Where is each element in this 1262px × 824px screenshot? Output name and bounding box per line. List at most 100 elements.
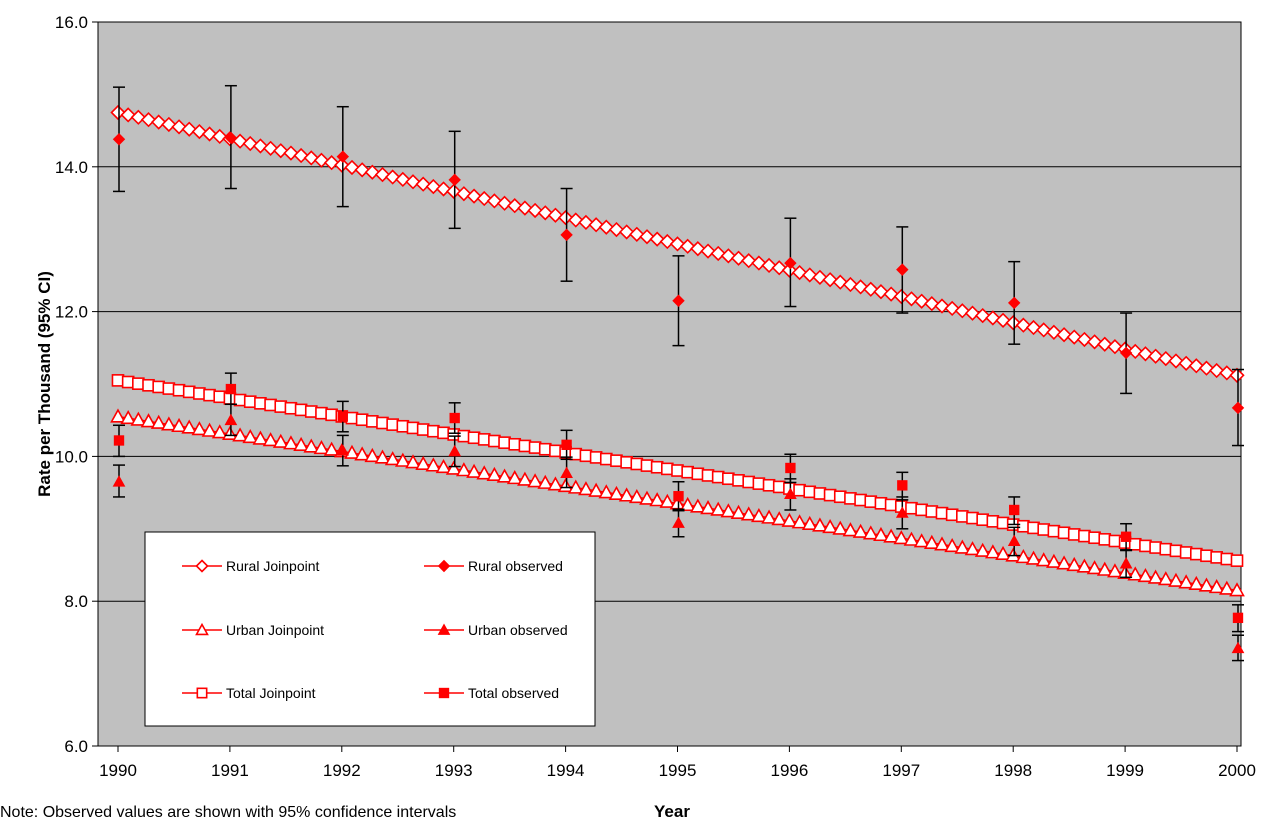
x-axis-ticks: 1990 1991 1992 1993 1994 1995 1996 1997 1998 1999… [99, 746, 1256, 780]
joinpoint-marker [649, 231, 665, 247]
joinpoint-marker [161, 116, 177, 133]
observed-point [448, 444, 462, 457]
joinpoint-marker [557, 477, 574, 493]
joinpoint-marker [568, 212, 584, 228]
joinpoint-marker [618, 487, 635, 502]
legend-entry: Urban Joinpoint [182, 622, 324, 638]
joinpoint-marker [1157, 571, 1174, 586]
joinpoint-marker [242, 135, 258, 152]
joinpoint-marker [334, 157, 350, 173]
joinpoint-marker [1188, 575, 1205, 591]
joinpoint-marker [283, 435, 299, 450]
joinpoint-marker [812, 269, 828, 285]
joinpoint-marker [1097, 336, 1113, 352]
joinpoint-marker [974, 542, 991, 557]
joinpoint-marker [720, 503, 737, 518]
observed-series [113, 372, 1244, 633]
observed-point [561, 439, 572, 450]
joinpoint-marker [364, 447, 381, 463]
x-tick-label: 1998 [994, 761, 1032, 780]
y-tick-label: 16.0 [55, 13, 88, 32]
joinpoint-marker [313, 152, 330, 168]
joinpoint-marker [995, 312, 1011, 328]
legend-marker [437, 623, 451, 635]
joinpoint-marker [445, 460, 462, 475]
joinpoint-marker [862, 525, 879, 540]
legend-entry: Urban observed [424, 622, 568, 638]
joinpoint-marker [1198, 577, 1215, 592]
joinpoint-marker [852, 279, 869, 295]
joinpoint-marker [690, 241, 706, 257]
joinpoint-marker [628, 488, 645, 504]
legend-entry: Rural observed [424, 558, 563, 574]
x-tick-label: 1992 [323, 761, 361, 780]
y-tick-label: 12.0 [55, 303, 88, 322]
joinpoint-marker [425, 178, 441, 195]
observed-point [672, 516, 685, 528]
joinpoint-marker [781, 512, 798, 527]
joinpoint-marker [639, 229, 655, 245]
joinpoint-marker [385, 169, 401, 185]
joinpoint-marker [374, 449, 391, 464]
joinpoint-marker [1208, 579, 1225, 594]
observed-point [224, 413, 238, 426]
joinpoint-marker [944, 300, 960, 317]
joinpoint-marker [761, 257, 777, 274]
joinpoint-marker [791, 264, 808, 281]
observed-points [112, 84, 1245, 662]
observed-point [560, 228, 573, 242]
joinpoint-marker [578, 481, 594, 496]
joinpoint-marker [415, 455, 432, 470]
joinpoint-marker [842, 276, 859, 293]
joinpoint-marker [649, 492, 666, 507]
joinpoint-marker [863, 281, 879, 297]
joinpoint-marker [883, 528, 899, 543]
joinpoint-marker [1015, 549, 1032, 564]
joinpoint-marker [1209, 362, 1225, 379]
joinpoint-marker [893, 530, 910, 545]
observed-point [785, 462, 796, 474]
joinpoint-marker [893, 288, 909, 305]
legend-entry: Total observed [424, 685, 559, 701]
joinpoint-marker [1005, 315, 1021, 331]
joinpoint-marker [944, 537, 961, 553]
joinpoint-marker [975, 307, 991, 324]
joinpoint-marker [700, 500, 716, 515]
observed-point [1119, 346, 1133, 360]
joinpoint-marker [415, 176, 431, 192]
legend-marker [438, 687, 450, 699]
joinpoint-marker [629, 226, 645, 242]
observed-point [1009, 504, 1020, 516]
x-axis-title: Year [654, 802, 690, 821]
joinpoint-marker [476, 190, 492, 207]
joinpoint-marker [130, 411, 147, 426]
joinpoint-marker [425, 457, 442, 472]
observed-point [337, 411, 348, 422]
x-tick-label: 1996 [770, 761, 808, 780]
joinpoint-marker [456, 186, 472, 202]
joinpoint-marker [313, 440, 330, 455]
joinpoint-marker [1178, 355, 1194, 371]
joinpoint-marker [303, 150, 319, 166]
joinpoint-marker [761, 509, 777, 524]
joinpoint-marker [211, 424, 228, 439]
joinpoint-marker [1158, 350, 1174, 367]
joinpoint-series [110, 104, 1245, 383]
joinpoint-marker [934, 298, 950, 314]
joinpoint-marker [537, 205, 553, 221]
joinpoint-marker [120, 107, 136, 123]
legend-marker [195, 622, 209, 636]
joinpoint-marker [710, 245, 726, 262]
joinpoint-marker [873, 284, 889, 300]
joinpoint-marker [639, 490, 655, 505]
joinpoint-marker [669, 236, 686, 252]
joinpoint-marker [517, 471, 533, 486]
joinpoint-marker [222, 425, 238, 440]
joinpoint-marker [1229, 367, 1245, 383]
joinpoint-marker [1229, 582, 1245, 597]
legend-entry: Total Joinpoint [182, 685, 316, 701]
joinpoint-marker [201, 126, 218, 142]
joinpoint-marker [181, 419, 198, 434]
joinpoint-marker [608, 221, 625, 238]
